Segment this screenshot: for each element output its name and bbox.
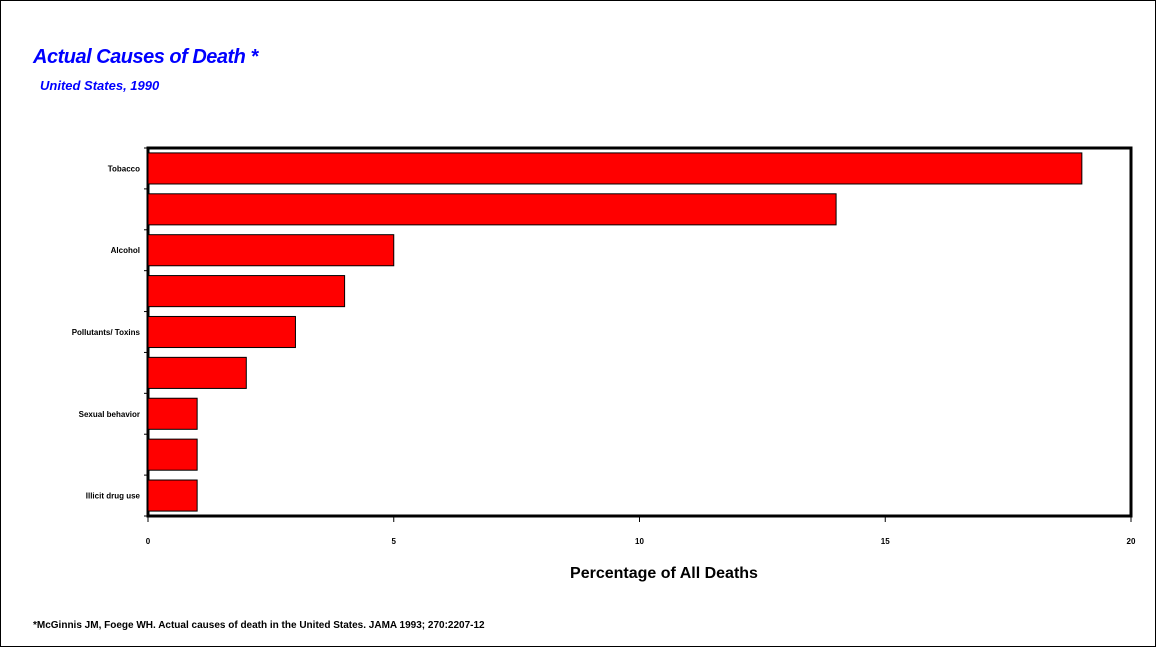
- x-tick-label: 0: [146, 537, 151, 546]
- x-ticks: 0 5 10 15 20: [146, 516, 1136, 546]
- chart-subtitle: United States, 1990: [40, 78, 160, 93]
- bar: [147, 193, 837, 226]
- bar: [147, 479, 198, 512]
- bar: [147, 152, 1083, 185]
- y-ticks: [144, 147, 148, 517]
- y-tick-label: Sexual behavior: [79, 410, 140, 419]
- x-axis-title: Percentage of All Deaths: [570, 565, 758, 582]
- y-tick-labels: Tobacco Alcohol Pollutants/ Toxins Sexual b…: [72, 164, 141, 500]
- x-tick-label: 15: [881, 537, 890, 546]
- x-tick-label: 5: [392, 537, 397, 546]
- y-tick-label: Illicit drug use: [86, 492, 141, 501]
- bar: [147, 315, 296, 349]
- bars-group: [147, 152, 1083, 512]
- bar: [147, 438, 198, 471]
- bar: [147, 397, 198, 430]
- y-tick-label: Pollutants/ Toxins: [72, 328, 141, 337]
- y-tick-label: Alcohol: [111, 246, 140, 255]
- bar: [147, 275, 346, 308]
- bar: [147, 356, 247, 389]
- footnote: *McGinnis JM, Foege WH. Actual causes of…: [33, 620, 485, 631]
- bar: [147, 234, 395, 267]
- chart-title: Actual Causes of Death *: [33, 46, 258, 68]
- y-tick-label: Tobacco: [108, 164, 140, 173]
- x-tick-label: 20: [1127, 537, 1136, 546]
- x-tick-label: 10: [635, 537, 644, 546]
